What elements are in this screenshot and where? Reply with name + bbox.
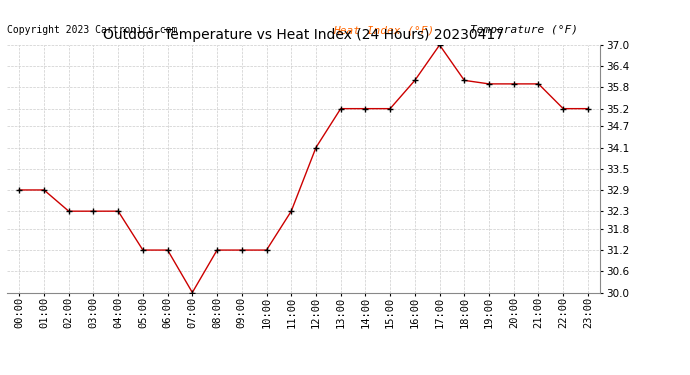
Text: Heat Index (°F): Heat Index (°F) bbox=[333, 25, 435, 35]
Text: Copyright 2023 Cartronics.com: Copyright 2023 Cartronics.com bbox=[7, 25, 177, 35]
Title: Outdoor Temperature vs Heat Index (24 Hours) 20230417: Outdoor Temperature vs Heat Index (24 Ho… bbox=[103, 28, 504, 42]
Text: Temperature (°F): Temperature (°F) bbox=[470, 25, 578, 35]
